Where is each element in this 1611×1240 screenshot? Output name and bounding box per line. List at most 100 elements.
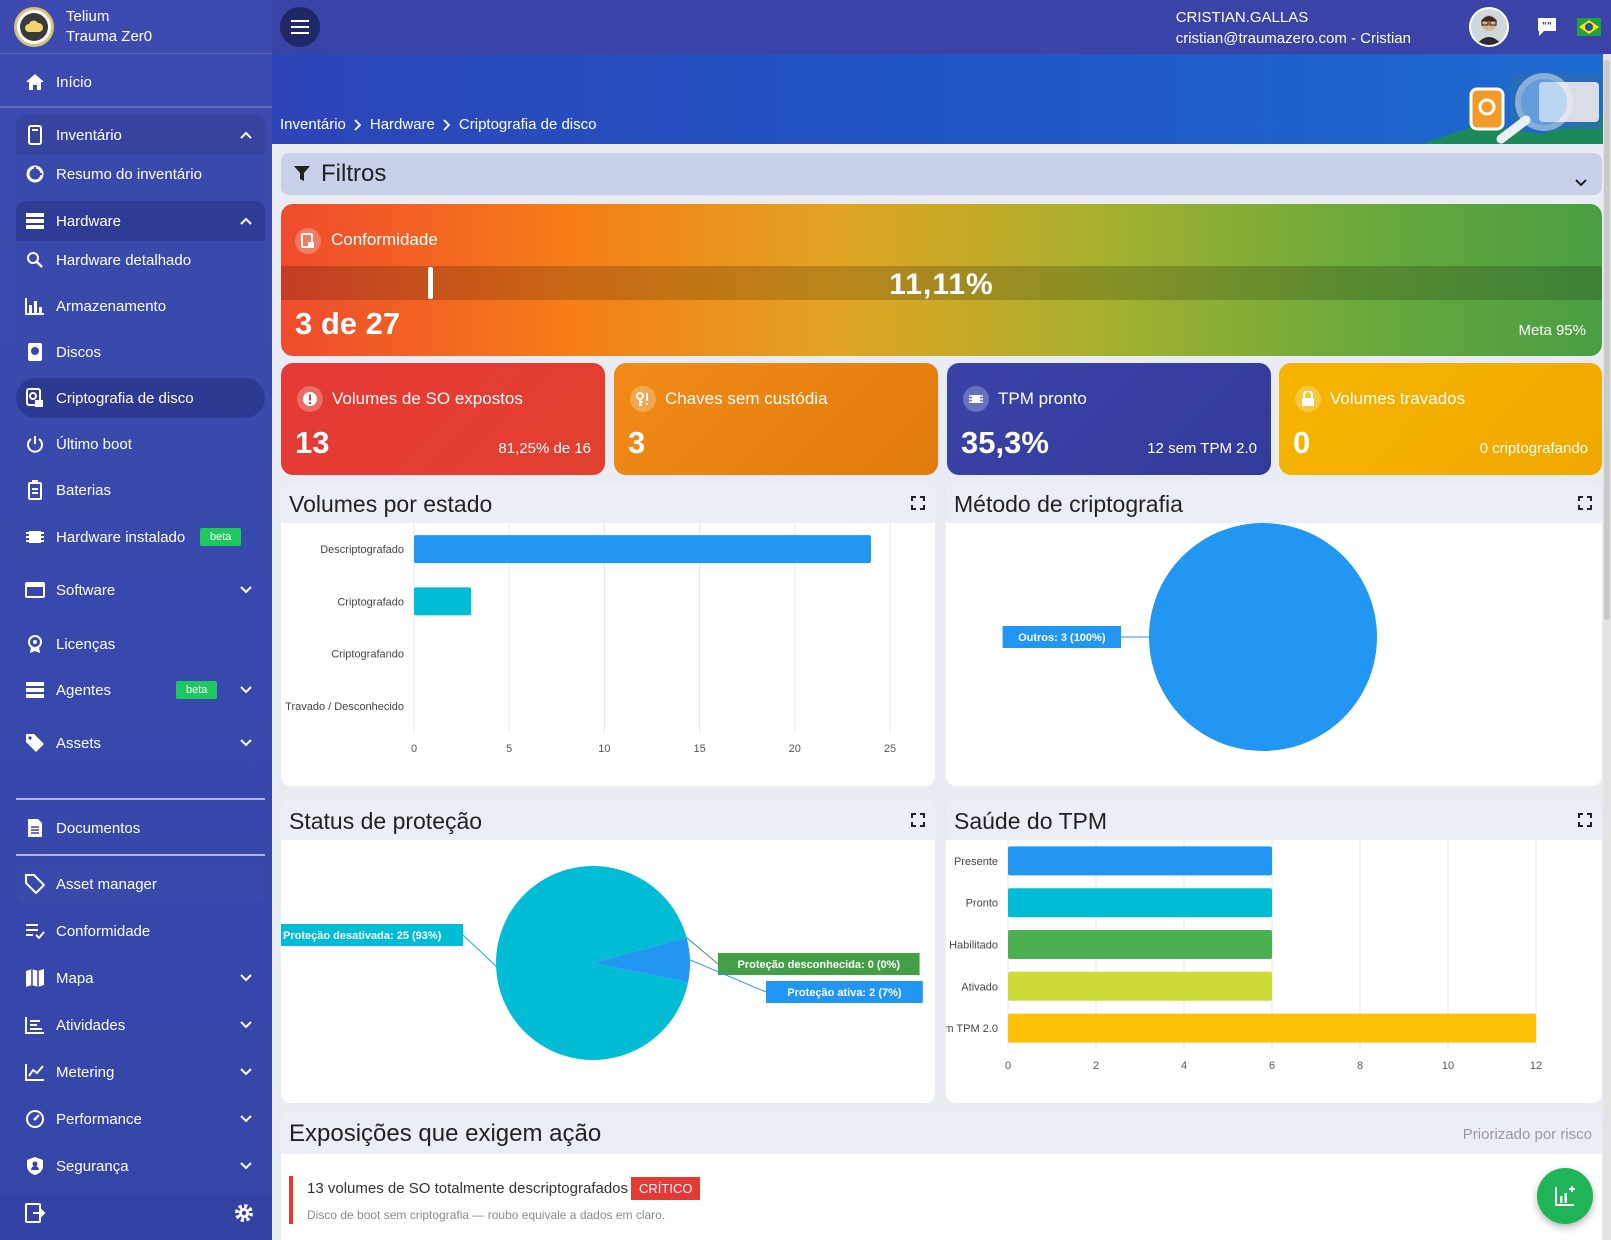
shield-user-icon — [24, 1155, 46, 1177]
page-scrollbar[interactable] — [1603, 54, 1611, 1240]
chat-icon[interactable]: " " — [1533, 13, 1561, 41]
sidebar-label: Documentos — [56, 819, 141, 837]
expand-icon[interactable] — [1578, 813, 1592, 832]
filters-bar[interactable]: Filtros — [281, 153, 1602, 195]
chevron-down-icon — [239, 1111, 253, 1128]
x-tick-label: 4 — [1181, 1060, 1187, 1072]
sidebar-label: Conformidade — [56, 922, 151, 940]
home-icon — [24, 71, 46, 93]
brazil-flag-icon[interactable] — [1575, 13, 1603, 41]
pie-slice — [495, 865, 689, 1060]
chart-add-icon — [1555, 1186, 1575, 1206]
hamburger-icon — [291, 20, 309, 34]
tag-icon — [24, 732, 46, 754]
sidebar-label: Asset manager — [56, 875, 157, 893]
chevron-down-icon — [239, 1017, 253, 1034]
compliance-count: 3 de 27 — [295, 306, 401, 341]
sidebar-item-map[interactable]: Mapa — [16, 958, 265, 998]
pie-icon — [24, 163, 46, 185]
volumes-by-state-chart: 0 5 10 15 20 25 Descriptografado Criptografado C… — [285, 523, 896, 755]
sidebar-item-performance[interactable]: Performance — [16, 1099, 265, 1139]
sidebar-item-disk-crypto[interactable]: Criptografia de disco — [16, 378, 265, 418]
y-tick-label: Criptografando — [331, 649, 404, 661]
expand-icon[interactable] — [911, 496, 925, 515]
sidebar-item-home[interactable]: Início — [16, 62, 265, 102]
sidebar-item-software[interactable]: Software — [16, 570, 265, 610]
user-info[interactable]: CRISTIAN.GALLAS cristian@traumazero.com … — [1176, 7, 1411, 49]
user-email: cristian@traumazero.com - Cristian — [1175, 30, 1411, 47]
pie-leader-line — [689, 959, 767, 993]
pie-slice — [593, 937, 690, 983]
x-tick-label: 8 — [1357, 1060, 1363, 1072]
chevron-up-icon — [239, 213, 253, 230]
bar — [414, 535, 871, 564]
brand-line2: Trauma Zer0 — [66, 27, 153, 45]
kpi-title: Volumes de SO expostos — [332, 389, 523, 408]
pie-label-box — [281, 924, 463, 946]
magnifier-illustration — [1421, 73, 1611, 144]
top-bar: CRISTIAN.GALLAS cristian@traumazero.com … — [272, 0, 1611, 54]
exposure-item[interactable]: 13 volumes de SO totalmente descriptogra… — [289, 1176, 1289, 1224]
kpi-locked-volumes[interactable]: Volumes travados 0 0 criptografando — [1279, 363, 1602, 475]
sidebar-item-inventory-summary[interactable]: Resumo do inventário — [16, 154, 265, 194]
breadcrumb-item[interactable]: Inventário — [280, 116, 346, 133]
line-chart-icon — [24, 1061, 46, 1083]
bar — [1008, 930, 1272, 959]
map-icon — [24, 967, 46, 989]
exposures-note: Priorizado por risco — [1462, 1126, 1592, 1143]
sidebar-item-licenses[interactable]: Licenças — [16, 624, 265, 664]
logout-icon[interactable] — [24, 1202, 46, 1229]
chip-icon — [24, 526, 46, 548]
sidebar-item-metering[interactable]: Metering — [16, 1052, 265, 1092]
exposures-panel: Exposições que exigem ação Priorizado po… — [281, 1112, 1602, 1240]
avatar[interactable] — [1469, 7, 1509, 47]
sidebar-item-batteries[interactable]: Baterias — [16, 470, 265, 510]
sidebar-item-last-boot[interactable]: Último boot — [16, 424, 265, 464]
exposure-description: Disco de boot sem criptografia — roubo e… — [307, 1208, 666, 1222]
sidebar-item-assets[interactable]: Assets — [16, 723, 265, 763]
kpi-tpm-ready[interactable]: TPM pronto 35,3% 12 sem TPM 2.0 — [947, 363, 1271, 475]
pie-label-box — [766, 981, 923, 1003]
compliance-progress-track — [281, 266, 1602, 300]
sidebar-item-agents[interactable]: Agentes — [16, 670, 265, 710]
sidebar-item-inventory[interactable]: Inventário — [16, 115, 265, 155]
sidebar-item-asset-manager[interactable]: Asset manager — [16, 864, 265, 904]
y-tick-label: Sem TPM 2.0 — [946, 1023, 998, 1035]
sidebar-item-hardware[interactable]: Hardware — [16, 201, 265, 241]
sidebar-label: Atividades — [56, 1016, 126, 1034]
x-tick-label: 25 — [884, 743, 896, 755]
expand-icon[interactable] — [911, 813, 925, 832]
pie-leader-line — [686, 937, 719, 965]
chevron-down-icon[interactable] — [1574, 167, 1588, 195]
sidebar-item-installed-hw[interactable]: Hardware instalado — [16, 517, 265, 557]
sidebar-item-hardware-detailed[interactable]: Hardware detalhado — [16, 240, 265, 280]
kpi-sub: 81,25% de 16 — [498, 440, 591, 457]
sidebar-item-disks[interactable]: Discos — [16, 332, 265, 372]
kpi-value: 3 — [628, 425, 646, 460]
sidebar-item-security[interactable]: Segurança — [16, 1146, 265, 1186]
sidebar-item-storage[interactable]: Armazenamento — [16, 286, 265, 326]
compliance-progress-marker — [428, 267, 433, 299]
lock-disk-icon — [24, 387, 46, 409]
gear-icon[interactable] — [233, 1202, 255, 1229]
sidebar-label: Último boot — [56, 435, 132, 453]
panel-title: Método de criptografia — [954, 491, 1183, 517]
expand-icon[interactable] — [1578, 496, 1592, 515]
sidebar-label: Baterias — [56, 481, 112, 499]
compliance-icon — [295, 228, 321, 254]
chevron-down-icon — [239, 582, 253, 599]
sidebar-item-activities[interactable]: Atividades — [16, 1005, 265, 1045]
device-icon — [24, 124, 46, 146]
sidebar-item-compliance[interactable]: Conformidade — [16, 911, 265, 951]
chevron-down-icon — [239, 1158, 253, 1175]
kpi-keys-without-custody[interactable]: Chaves sem custódia 3 — [614, 363, 938, 475]
sidebar: Telium Trauma Zer0 Início Inventário Res… — [0, 0, 272, 1240]
x-tick-label: 12 — [1530, 1060, 1542, 1072]
breadcrumb-item[interactable]: Hardware — [369, 116, 435, 133]
kpi-exposed-volumes[interactable]: Volumes de SO expostos 13 81,25% de 16 — [281, 363, 605, 475]
brand[interactable]: Telium Trauma Zer0 — [0, 0, 272, 54]
chevron-down-icon — [239, 1064, 253, 1081]
report-fab-button[interactable] — [1537, 1168, 1593, 1224]
menu-button[interactable] — [280, 7, 320, 47]
sidebar-item-documents[interactable]: Documentos — [16, 808, 265, 848]
